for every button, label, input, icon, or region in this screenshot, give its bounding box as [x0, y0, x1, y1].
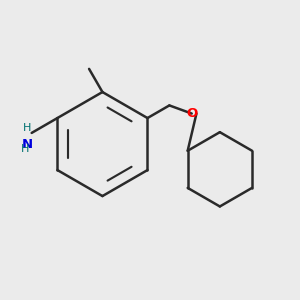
Text: O: O: [186, 107, 197, 120]
Text: N: N: [21, 138, 33, 151]
Text: H: H: [22, 123, 31, 133]
Text: H: H: [21, 144, 30, 154]
